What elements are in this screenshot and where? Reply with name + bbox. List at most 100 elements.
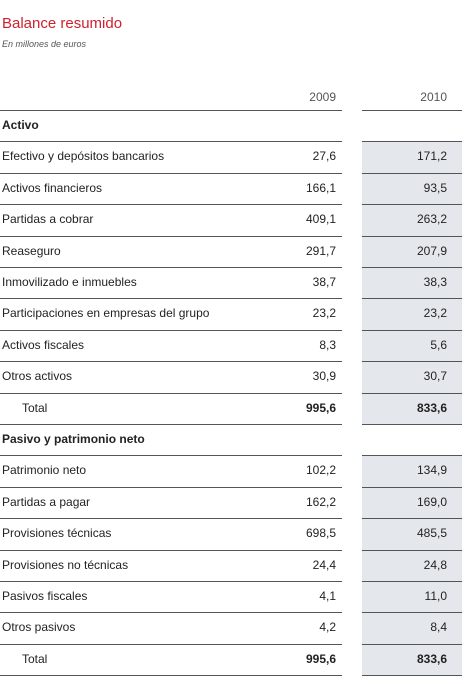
rule [362, 329, 462, 331]
rule [362, 581, 462, 582]
value: 11,0 [424, 589, 447, 603]
value: 30,9 [312, 369, 336, 384]
shade [362, 142, 462, 173]
value: 27,6 [312, 149, 336, 164]
shade [362, 613, 462, 644]
value: 8,3 [319, 337, 336, 352]
value: 24,8 [423, 557, 447, 572]
rule [362, 172, 462, 174]
rule [0, 518, 342, 520]
row-label: Patrimonio neto [2, 463, 87, 478]
shade [362, 456, 462, 487]
row-label: Partidas a pagar [2, 494, 91, 509]
rule [362, 110, 462, 111]
shade [362, 330, 462, 362]
rule [0, 329, 342, 331]
rule [0, 361, 342, 363]
rule [362, 267, 462, 268]
shade [362, 487, 462, 519]
rule [362, 518, 462, 520]
rule [0, 675, 342, 677]
rule [0, 267, 342, 268]
shade [362, 582, 462, 613]
value: 38,3 [423, 275, 447, 289]
value: 38,7 [312, 275, 336, 289]
rule [362, 361, 462, 363]
row-label: Participaciones en empresas del grupo [2, 306, 210, 321]
rule [362, 643, 462, 645]
value: 833,6 [416, 400, 447, 415]
rule [362, 424, 462, 425]
value: 24,4 [312, 557, 336, 572]
value: 833,6 [416, 651, 447, 666]
value: 409,1 [305, 212, 336, 227]
value: 698,5 [305, 526, 336, 541]
shade [362, 393, 462, 424]
row-label: Activos fiscales [2, 337, 85, 352]
value: 171,2 [416, 149, 447, 164]
rule [362, 141, 462, 143]
rule [362, 612, 462, 614]
rule [0, 204, 342, 206]
shade [362, 299, 462, 330]
shade [362, 236, 462, 267]
row-label: Provisiones técnicas [2, 526, 112, 541]
title: Balance resumido [2, 15, 123, 32]
value: 169,0 [416, 494, 447, 509]
shade [362, 550, 462, 581]
section-heading: Activo [2, 118, 39, 132]
rule [0, 110, 342, 111]
shade [362, 205, 462, 236]
rule [0, 612, 342, 614]
rule [362, 455, 462, 457]
rule [0, 643, 342, 645]
rule [362, 549, 462, 551]
value: 23,2 [423, 306, 447, 321]
shade [362, 362, 462, 393]
row-label: Otros pasivos [2, 620, 76, 635]
rule [0, 235, 342, 237]
rule [0, 455, 342, 457]
rule [0, 141, 342, 143]
value: 102,2 [305, 463, 336, 478]
value: 263,2 [416, 212, 447, 227]
row-label: Total [22, 400, 48, 415]
value: 207,9 [416, 243, 447, 258]
row-label: Pasivos fiscales [2, 589, 88, 603]
column-header: 2009 [309, 90, 336, 104]
value: 291,7 [305, 243, 336, 258]
subtitle: En millones de euros [2, 39, 87, 49]
value: 995,6 [305, 400, 336, 415]
shade [362, 173, 462, 205]
value: 485,5 [416, 526, 447, 541]
value: 93,5 [423, 180, 447, 195]
value: 5,6 [430, 337, 447, 352]
rule [362, 486, 462, 488]
row-label: Inmovilizado e inmuebles [2, 275, 137, 289]
row-label: Total [22, 651, 48, 666]
row-label: Provisiones no técnicas [2, 557, 129, 572]
value: 23,2 [312, 306, 336, 321]
rule [0, 392, 342, 394]
row-label: Reaseguro [2, 243, 61, 258]
value: 166,1 [305, 180, 336, 195]
row-label: Efectivo y depósitos bancarios [2, 149, 165, 164]
row-label: Activos financieros [2, 180, 103, 195]
section-heading: Pasivo y patrimonio neto [2, 432, 145, 446]
value: 134,9 [416, 463, 447, 478]
value: 995,6 [305, 651, 336, 666]
rule [0, 549, 342, 551]
rule [0, 298, 342, 300]
row-label: Otros activos [2, 369, 73, 384]
rule [362, 298, 462, 300]
shade [362, 644, 462, 676]
row-label: Partidas a cobrar [2, 212, 94, 227]
rule [0, 172, 342, 174]
value: 30,7 [423, 369, 447, 384]
rule [0, 581, 342, 582]
value: 8,4 [430, 620, 447, 635]
rule [0, 424, 342, 425]
rule [362, 204, 462, 206]
column-header: 2010 [420, 90, 447, 104]
